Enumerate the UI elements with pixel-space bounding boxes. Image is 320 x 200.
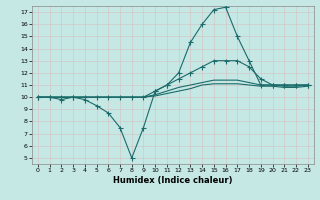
X-axis label: Humidex (Indice chaleur): Humidex (Indice chaleur) <box>113 176 233 185</box>
